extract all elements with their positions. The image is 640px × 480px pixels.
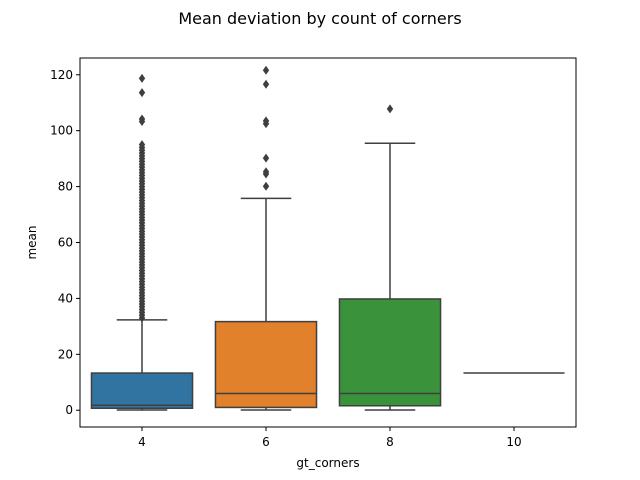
axes: 0 20 40 60 80 100 120 4 6 8 10: [50, 68, 522, 449]
y-tick-label: 60: [58, 236, 73, 250]
x-axis-label: gt_corners: [296, 456, 359, 470]
outlier-point: [262, 116, 270, 126]
chart-title: Mean deviation by count of corners: [178, 9, 461, 28]
plot-frame: [79, 57, 577, 428]
box-group-8: [338, 104, 442, 411]
y-tick-label: 100: [50, 124, 73, 138]
y-tick-label: 120: [50, 68, 73, 82]
box-iqr: [338, 298, 442, 407]
outlier-point: [262, 167, 270, 177]
outlier-point: [138, 73, 146, 83]
x-tick-label: 4: [138, 435, 146, 449]
plot-area: [90, 65, 565, 411]
outlier-point: [386, 104, 394, 114]
box-iqr: [90, 372, 194, 410]
y-tick-label: 20: [58, 347, 73, 361]
y-axis-label: mean: [25, 225, 39, 259]
outlier-point: [262, 181, 270, 191]
outlier-point: [138, 114, 146, 124]
x-tick-label: 8: [386, 435, 394, 449]
outlier-point: [262, 65, 270, 75]
y-tick-label: 40: [58, 291, 73, 305]
outlier-point: [138, 140, 146, 150]
y-tick-label: 0: [65, 403, 73, 417]
outlier-point: [262, 153, 270, 163]
y-tick-label: 80: [58, 180, 73, 194]
x-tick-label: 6: [262, 435, 270, 449]
outlier-point: [262, 79, 270, 89]
box-iqr: [214, 320, 318, 409]
box-group-6: [214, 65, 318, 411]
box-group-4: [90, 73, 194, 411]
x-tick-label: 10: [506, 435, 521, 449]
outlier-point: [138, 88, 146, 98]
